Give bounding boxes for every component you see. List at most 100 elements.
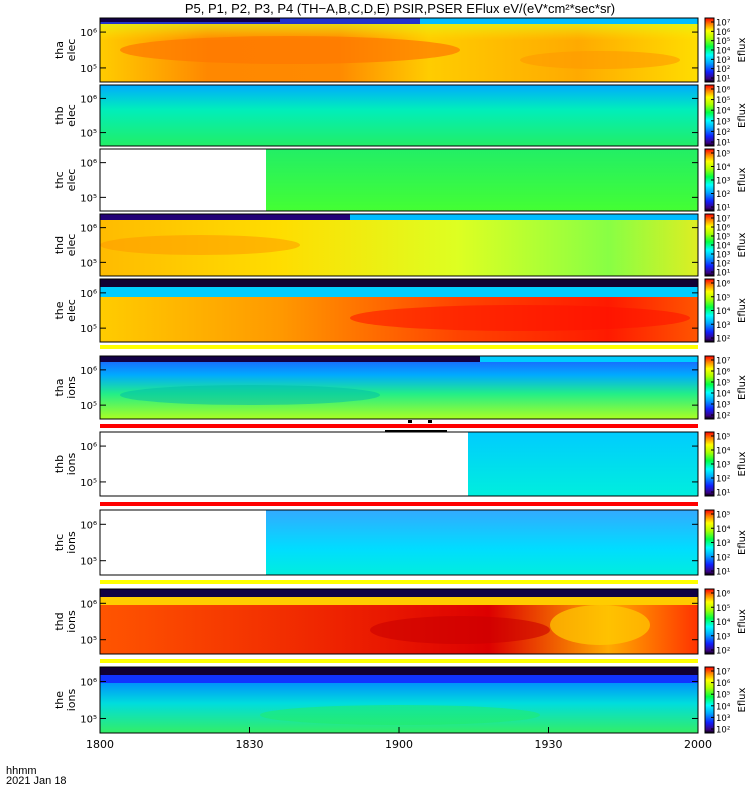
panel-the-elec xyxy=(99,278,699,349)
spectrogram-thc-elec xyxy=(266,149,698,211)
colorbar-label: Eflux xyxy=(737,609,748,634)
panel-sublabel-the-elec: elec xyxy=(65,299,78,322)
panel-sublabel-tha-elec: elec xyxy=(65,39,78,62)
colorbar-tick-label: 10⁵ xyxy=(716,511,730,521)
colorbar-tick-label: 10⁷ xyxy=(716,668,731,678)
x-tick-label: 2000 xyxy=(684,738,712,751)
panel-label-tha-elec: tha xyxy=(53,41,66,59)
panel-thc-elec xyxy=(99,148,699,212)
panel-label-thb-ions: thb xyxy=(53,455,66,473)
y-tick-label: 10⁶ xyxy=(80,224,97,235)
colorbar-tick-label: 10⁴ xyxy=(716,242,731,252)
y-tick-label: 10⁶ xyxy=(80,28,97,39)
colorbar-tick-label: 10⁶ xyxy=(716,679,731,689)
colorbar-tick-label: 10² xyxy=(716,65,730,75)
y-tick-label: 10⁵ xyxy=(80,129,97,140)
colorbar-tick-label: 10¹ xyxy=(716,75,730,85)
colorbar-tick-label: 10³ xyxy=(716,401,730,411)
colorbar-tick-label: 10⁶ xyxy=(716,590,731,600)
panel-sublabel-thc-ions: ions xyxy=(65,531,78,554)
y-tick-label: 10⁶ xyxy=(80,289,97,300)
colorbar-tick-label: 10⁴ xyxy=(716,163,731,173)
colorbar-tick-label: 10⁷ xyxy=(716,357,731,367)
panel-sublabel-thb-ions: ions xyxy=(65,452,78,475)
spectrogram-thc-ions xyxy=(266,510,698,575)
colorbar-tick-label: 10² xyxy=(716,475,730,485)
x-tick-label: 1800 xyxy=(86,738,114,751)
colorbar-tick-label: 10⁶ xyxy=(716,86,731,96)
colorbar-tick-label: 10³ xyxy=(716,251,730,261)
colorbar-tick-label: 10⁴ xyxy=(716,107,731,117)
panel-tha-elec xyxy=(99,17,699,83)
colorbar-tick-label: 10³ xyxy=(716,56,730,66)
panel-label-thc-elec: thc xyxy=(53,171,66,188)
colorbar-the-ions xyxy=(704,666,715,734)
y-tick-label: 10⁶ xyxy=(80,678,97,689)
colorbar-tick-label: 10⁷ xyxy=(716,19,731,29)
colorbar-tick-label: 10⁶ xyxy=(716,28,731,38)
colorbar-label: Eflux xyxy=(737,298,748,323)
colorbar-tick-label: 10³ xyxy=(716,539,730,549)
colorbar-tick-label: 10² xyxy=(716,128,730,138)
colorbar-tick-label: 10³ xyxy=(716,177,730,187)
panel-thb-ions xyxy=(99,431,699,506)
colorbar-tick-label: 10⁵ xyxy=(716,691,730,701)
colorbar-label: Eflux xyxy=(737,167,748,192)
y-tick-label: 10⁵ xyxy=(80,64,97,75)
colorbar-tick-label: 10² xyxy=(716,726,730,736)
panel-label-thd-ions: thd xyxy=(53,612,66,630)
colorbar-tick-label: 10⁶ xyxy=(716,280,731,290)
panel-label-thd-elec: thd xyxy=(53,236,66,254)
colorbar-tick-label: 10⁴ xyxy=(716,447,731,457)
panel-label-the-elec: the xyxy=(53,301,66,319)
panel-sublabel-thc-elec: elec xyxy=(65,169,78,192)
colorbar-tick-label: 10⁵ xyxy=(716,379,730,389)
date-label: 2021 Jan 18 xyxy=(6,775,67,787)
colorbars: 10⁷10⁶10⁵10⁴10³10²10¹Eflux10⁶10⁵10⁴10³10… xyxy=(704,17,748,736)
panel-sublabel-tha-ions: ions xyxy=(65,376,78,399)
colorbar-tick-label: 10³ xyxy=(716,321,730,331)
colorbar-thb-elec xyxy=(704,84,715,147)
panel-thd-ions xyxy=(99,588,699,663)
colorbar-tick-label: 10² xyxy=(716,647,730,657)
y-tick-label: 10⁵ xyxy=(80,258,97,269)
panel-sublabel-thb-elec: elec xyxy=(65,104,78,127)
panel-sublabel-thd-elec: elec xyxy=(65,234,78,257)
colorbar-tick-label: 10⁵ xyxy=(716,433,730,443)
colorbar-tick-label: 10² xyxy=(716,190,730,200)
colorbar-tick-label: 10³ xyxy=(716,632,730,642)
colorbar-tick-label: 10⁴ xyxy=(716,702,731,712)
colorbar-label: Eflux xyxy=(737,103,748,128)
panel-label-tha-ions: tha xyxy=(53,378,66,396)
colorbar-tick-label: 10⁴ xyxy=(716,307,731,317)
x-tick-label: 1930 xyxy=(535,738,563,751)
page-title: P5, P1, P2, P3, P4 (TH−A,B,C,D,E) PSIR,P… xyxy=(184,1,616,16)
colorbar-tha-ions xyxy=(704,355,715,420)
panel-sublabel-the-ions: ions xyxy=(65,688,78,711)
y-tick-label: 10⁵ xyxy=(80,636,97,647)
panel-thc-ions xyxy=(99,509,699,584)
colorbar-label: Eflux xyxy=(737,530,748,555)
colorbar-tick-label: 10⁶ xyxy=(716,224,731,234)
colorbar-tick-label: 10³ xyxy=(716,714,730,724)
spectrogram-thb-elec xyxy=(100,85,698,146)
spectrogram-thb-ions xyxy=(468,432,698,496)
colorbar-tick-label: 10³ xyxy=(716,117,730,127)
colorbar-label: Eflux xyxy=(737,232,748,257)
colorbar-tick-label: 10⁵ xyxy=(716,293,730,303)
colorbar-tick-label: 10² xyxy=(716,412,730,422)
y-tick-label: 10⁶ xyxy=(80,599,97,610)
y-tick-label: 10⁶ xyxy=(80,442,97,453)
colorbar-tick-label: 10⁵ xyxy=(716,37,730,47)
y-tick-label: 10⁵ xyxy=(80,557,97,568)
panel-thd-elec xyxy=(99,213,699,277)
x-axis: 1800 1830 1900 1930 2000 xyxy=(86,727,712,751)
panel-label-thb-elec: thb xyxy=(53,106,66,124)
colorbar-tick-label: 10⁵ xyxy=(716,150,730,160)
panel-label-thc-ions: thc xyxy=(53,534,66,551)
colorbar-label: Eflux xyxy=(737,451,748,476)
panel-the-ions xyxy=(99,666,699,734)
panel-thb-elec xyxy=(99,84,699,147)
y-tick-label: 10⁵ xyxy=(80,401,97,412)
